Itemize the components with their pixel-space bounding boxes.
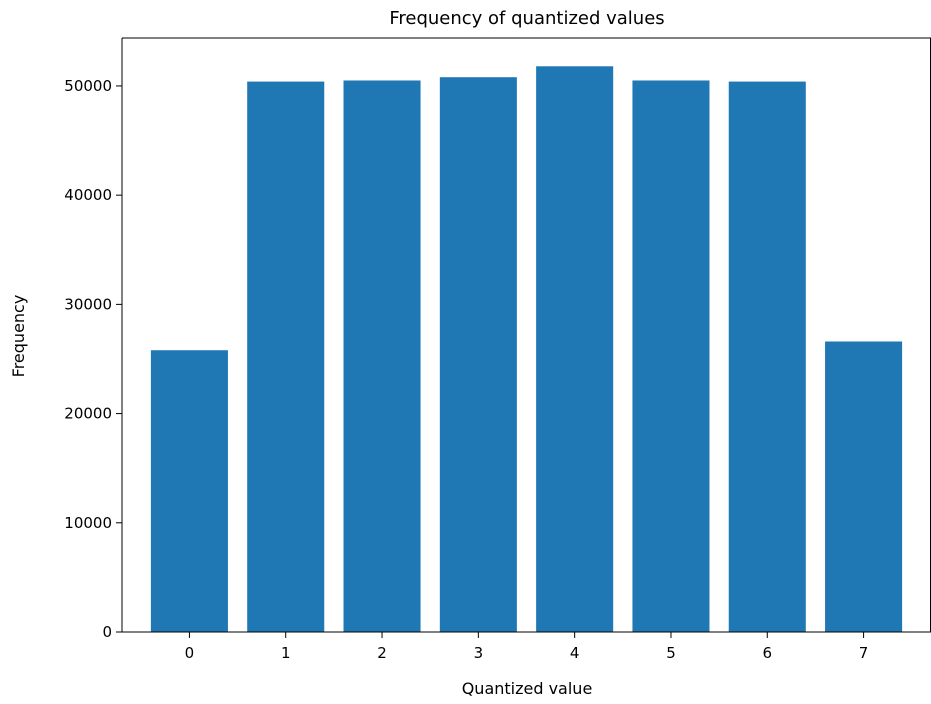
x-tick-label-0: 0: [185, 644, 195, 662]
x-tick-label-2: 2: [377, 644, 387, 662]
bar-5: [632, 80, 710, 633]
y-tick-label-0: 0: [102, 623, 112, 641]
y-tick-label-10000: 10000: [64, 514, 112, 532]
bar-0: [150, 350, 228, 632]
bars-layer: [150, 66, 903, 633]
x-axis-label: Quantized value: [462, 679, 593, 698]
y-tick-label-20000: 20000: [64, 405, 112, 423]
x-tick-label-5: 5: [666, 644, 676, 662]
y-tick-label-40000: 40000: [64, 186, 112, 204]
x-tick-label-3: 3: [474, 644, 484, 662]
bar-2: [343, 80, 421, 633]
x-tick-label-1: 1: [281, 644, 291, 662]
chart-title: Frequency of quantized values: [389, 8, 664, 29]
bar-4: [536, 66, 614, 633]
bar-1: [247, 81, 325, 632]
bar-7: [825, 341, 903, 632]
x-tick-label-4: 4: [570, 644, 580, 662]
x-tick-label-7: 7: [859, 644, 869, 662]
axes-layer: 0 1 2 3 4 5 6 7 0 10000 20000 30000 40000 50000: [64, 37, 931, 662]
y-tick-label-30000: 30000: [64, 295, 112, 313]
x-tick-label-6: 6: [763, 644, 773, 662]
y-tick-label-50000: 50000: [64, 77, 112, 95]
y-axis-label: Frequency: [9, 295, 28, 378]
bar-3: [439, 77, 517, 632]
bar-6: [728, 81, 806, 632]
